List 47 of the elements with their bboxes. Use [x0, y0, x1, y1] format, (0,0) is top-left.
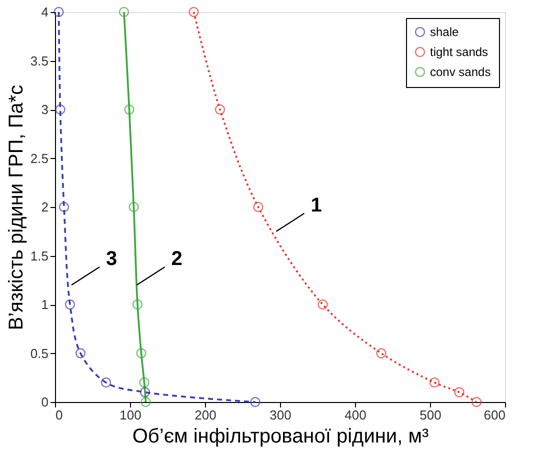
x-tick-label: 100 [120, 408, 142, 422]
x-tick-label: 600 [484, 408, 506, 422]
y-axis-title: В’язкість рідини ГРП, Па*с [5, 84, 28, 330]
x-tick-label: 0 [56, 408, 63, 422]
y-tick-label: 4 [41, 4, 48, 20]
point [214, 104, 226, 115]
y-tick-label: 2 [41, 200, 48, 214]
point [124, 104, 134, 115]
x-axis-title: Об’єм інфільтрованої рідини, м³ [132, 426, 429, 448]
point [253, 202, 264, 212]
point [140, 396, 151, 408]
x-tick-label: 300 [270, 408, 292, 422]
y-tick-label: 0.5 [30, 346, 48, 361]
y-tick-label: 0 [41, 394, 48, 410]
y-tick-label: 3.5 [30, 53, 48, 68]
point [64, 299, 76, 310]
point [376, 348, 386, 358]
point [454, 387, 464, 398]
point [139, 377, 150, 388]
point [429, 377, 440, 388]
point [471, 396, 482, 408]
x-tick-label: 500 [420, 408, 442, 422]
point [54, 6, 64, 18]
point [58, 202, 70, 212]
point [318, 299, 328, 310]
y-tick-label: 3 [41, 102, 48, 117]
y-tick-label: 1.5 [30, 248, 48, 264]
point [128, 202, 139, 212]
y-tick-label: 2.5 [30, 150, 48, 166]
point [75, 348, 86, 358]
legend-label: conv sands [430, 65, 491, 79]
point [250, 396, 260, 408]
legend-label: tight sands [430, 45, 488, 59]
point [140, 387, 150, 398]
annotation: 2 [171, 248, 182, 270]
point [118, 6, 130, 18]
annotation: 3 [106, 248, 118, 270]
point [132, 299, 143, 310]
legend-label: shale [430, 25, 460, 39]
y-tick-label: 1 [41, 297, 48, 312]
x-tick-label: 400 [344, 408, 366, 422]
point [55, 104, 66, 115]
annotation: 1 [310, 194, 322, 216]
point [188, 6, 199, 18]
point [100, 377, 112, 388]
point [136, 348, 146, 358]
x-tick-label: 200 [194, 408, 216, 422]
